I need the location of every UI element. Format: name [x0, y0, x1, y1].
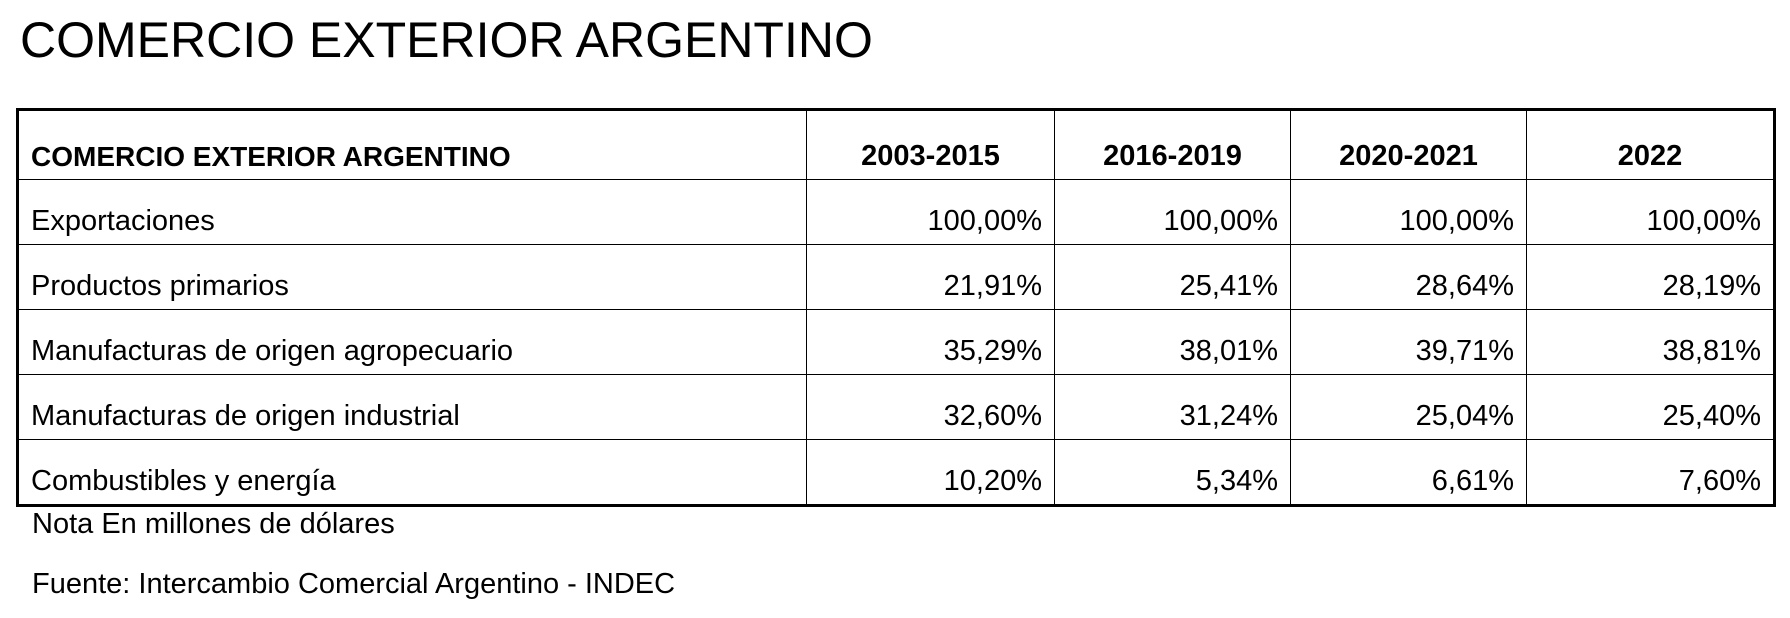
cell: 100,00% — [1290, 179, 1527, 245]
column-header: 2022 — [1526, 109, 1775, 180]
cell: 35,29% — [806, 309, 1055, 375]
table-row: Exportaciones 100,00% 100,00% 100,00% 100,00… — [17, 179, 1775, 245]
header-row: COMERCIO EXTERIOR ARGENTINO 2003-2015 2016… — [17, 109, 1775, 180]
row-label: Manufacturas de origen industrial — [17, 374, 807, 440]
note: Nota En millones de dólares — [32, 508, 395, 540]
cell: 10,20% — [806, 439, 1055, 506]
table-body: Exportaciones 100,00% 100,00% 100,00% 100,00… — [17, 179, 1775, 506]
cell: 28,19% — [1526, 244, 1775, 310]
cell: 39,71% — [1290, 309, 1527, 375]
cell: 38,81% — [1526, 309, 1775, 375]
table-row: Combustibles y energía 10,20% 5,34% 6,61% 7,… — [17, 439, 1775, 506]
cell: 25,04% — [1290, 374, 1527, 440]
cell: 7,60% — [1526, 439, 1775, 506]
cell: 31,24% — [1054, 374, 1291, 440]
row-label: Manufacturas de origen agropecuario — [17, 309, 807, 375]
source: Fuente: Intercambio Comercial Argentino … — [32, 568, 676, 600]
cell: 21,91% — [806, 244, 1055, 310]
table-row: Manufacturas de origen agropecuario 35,29… — [17, 309, 1775, 375]
cell: 32,60% — [806, 374, 1055, 440]
table-row: Manufacturas de origen industrial 32,60% 3… — [17, 374, 1775, 440]
row-label: Productos primarios — [17, 244, 807, 310]
cell: 100,00% — [1526, 179, 1775, 245]
column-header: COMERCIO EXTERIOR ARGENTINO — [17, 109, 807, 180]
cell: 100,00% — [1054, 179, 1291, 245]
cell: 6,61% — [1290, 439, 1527, 506]
row-label: Exportaciones — [17, 179, 807, 245]
column-header: 2020-2021 — [1290, 109, 1527, 180]
page-title: COMERCIO EXTERIOR ARGENTINO — [20, 12, 873, 68]
row-label: Combustibles y energía — [17, 439, 807, 506]
data-table: COMERCIO EXTERIOR ARGENTINO 2003-2015 2016… — [16, 108, 1776, 507]
cell: 28,64% — [1290, 244, 1527, 310]
cell: 5,34% — [1054, 439, 1291, 506]
cell: 38,01% — [1054, 309, 1291, 375]
column-header: 2016-2019 — [1054, 109, 1291, 180]
cell: 100,00% — [806, 179, 1055, 245]
table-row: Productos primarios 21,91% 25,41% 28,64% 28,… — [17, 244, 1775, 310]
cell: 25,41% — [1054, 244, 1291, 310]
cell: 25,40% — [1526, 374, 1775, 440]
column-header: 2003-2015 — [806, 109, 1055, 180]
